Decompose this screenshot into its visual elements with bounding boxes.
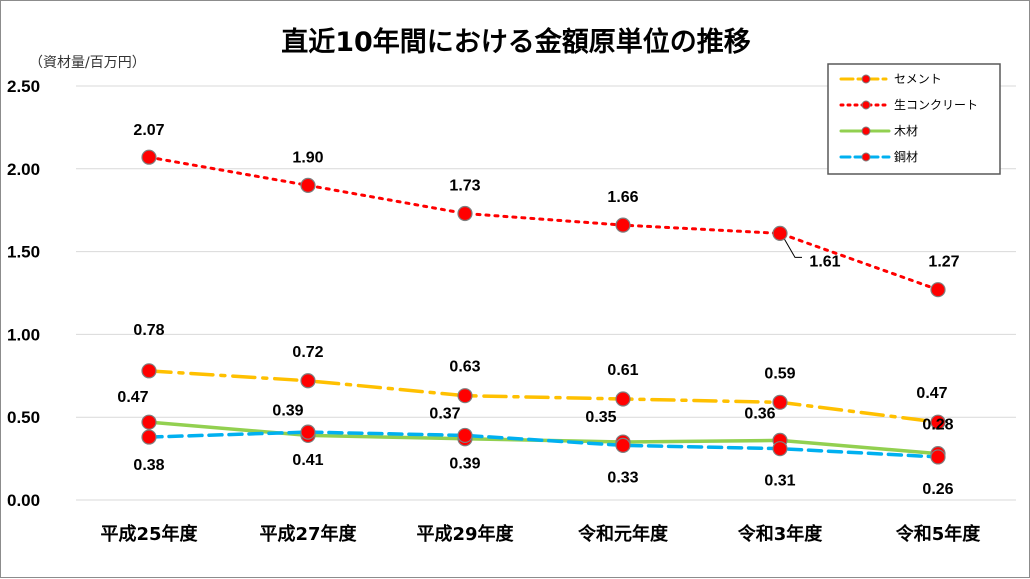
data-label: 1.66 (607, 189, 638, 206)
y-tick-label: 0.00 (7, 491, 40, 510)
data-label: 0.61 (607, 362, 638, 379)
y-tick-label: 2.00 (7, 160, 40, 179)
data-label: 0.36 (744, 405, 775, 422)
data-label: 0.39 (449, 455, 480, 472)
data-label: 0.47 (117, 389, 148, 406)
data-point (772, 441, 788, 457)
series-lines (147, 155, 940, 459)
data-label: 0.41 (292, 452, 323, 469)
data-label: 1.73 (449, 178, 480, 195)
data-label: 0.33 (607, 469, 638, 486)
data-label: 0.39 (272, 402, 303, 419)
data-point (930, 449, 946, 465)
data-label: 0.31 (764, 473, 795, 490)
x-tick-label: 平成29年度 (416, 523, 514, 545)
legend-entry: 生コンクリート (894, 98, 978, 112)
legend-swatch-marker (861, 74, 871, 84)
data-label: 0.37 (429, 406, 460, 423)
x-tick-label: 令和3年度 (737, 523, 824, 545)
data-point (457, 388, 473, 404)
data-point (300, 424, 316, 440)
series-line (147, 430, 940, 459)
data-point (457, 205, 473, 222)
data-label: 0.38 (133, 457, 164, 474)
x-tick-label: 平成27年度 (259, 523, 357, 545)
y-axis-ticks: 0.00 0.50 1.00 1.50 2.00 2.50 (7, 77, 40, 510)
data-label: 0.59 (764, 365, 795, 382)
data-label: 0.63 (449, 359, 480, 376)
legend-swatch-marker (861, 152, 871, 162)
series-line (147, 155, 940, 292)
legend-entry: セメント (894, 72, 942, 86)
data-point (457, 427, 473, 444)
x-axis-ticks: 平成25年度 平成27年度 平成29年度 令和元年度 令和3年度 令和5年度 (100, 523, 981, 545)
x-tick-label: 平成25年度 (100, 523, 198, 545)
data-label: 1.61 (809, 253, 840, 270)
series-line (147, 369, 940, 424)
legend-swatch-marker (861, 126, 871, 136)
data-point (772, 225, 788, 241)
y-tick-label: 0.50 (7, 408, 40, 427)
chart-title: 直近10年間における金額原単位の推移 (281, 26, 751, 58)
data-label: 1.27 (928, 254, 959, 271)
series-line (147, 420, 940, 456)
data-point (300, 373, 316, 389)
data-point (615, 437, 631, 453)
leader-lines (783, 238, 802, 258)
data-point (930, 282, 946, 298)
data-labels: 0.78 0.72 0.63 0.61 0.59 0.47 2.07 1.90 1.73 1.66… (117, 122, 959, 498)
data-label: 0.35 (585, 409, 616, 426)
data-label: 0.78 (133, 322, 164, 339)
data-points (141, 149, 946, 465)
leader-line (783, 238, 802, 258)
data-label: 2.07 (133, 122, 164, 139)
data-label: 1.90 (292, 149, 323, 166)
legend-entry: 鋼材 (894, 150, 918, 164)
data-label: 0.26 (922, 481, 953, 498)
y-tick-label: 1.00 (7, 325, 40, 344)
legend-swatch-marker (861, 100, 871, 110)
data-point (141, 429, 157, 445)
data-point (141, 414, 157, 430)
data-point (772, 394, 788, 410)
data-point (615, 391, 631, 407)
data-point (615, 217, 631, 233)
data-label: 0.28 (922, 417, 953, 434)
data-point (141, 149, 157, 165)
gridlines (76, 85, 1016, 501)
y-axis-unit-label: （資材量/百万円） (29, 55, 146, 71)
data-point (300, 177, 316, 193)
y-tick-label: 2.50 (7, 77, 40, 96)
legend-entry: 木材 (894, 124, 918, 138)
data-label: 0.72 (292, 344, 323, 361)
y-tick-label: 1.50 (7, 243, 40, 262)
data-label: 0.47 (916, 385, 947, 402)
x-tick-label: 令和5年度 (895, 523, 982, 545)
data-point (141, 363, 157, 379)
x-tick-label: 令和元年度 (577, 523, 669, 545)
data-point (930, 414, 946, 430)
